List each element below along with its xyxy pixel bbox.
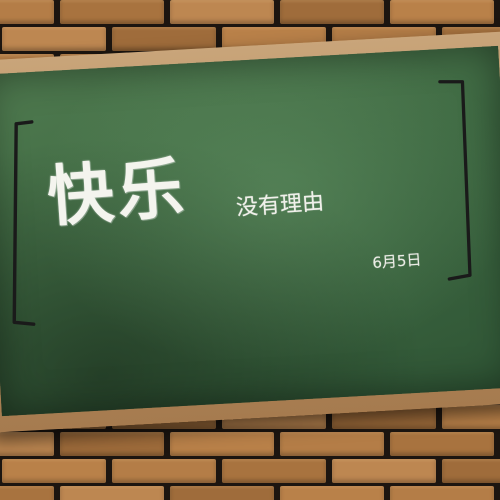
- brick: [170, 432, 274, 456]
- brick: [170, 0, 274, 24]
- brick: [60, 486, 164, 500]
- brick-row: [0, 0, 500, 26]
- brick: [332, 459, 436, 483]
- brick: [60, 432, 164, 456]
- brick-row: [0, 486, 500, 500]
- brick: [0, 486, 54, 500]
- brick-row: [0, 432, 500, 458]
- brick: [390, 0, 494, 24]
- brick: [0, 432, 54, 456]
- brick: [280, 432, 384, 456]
- brick: [0, 0, 54, 24]
- brick: [442, 459, 500, 483]
- brick: [60, 0, 164, 24]
- brick: [170, 486, 274, 500]
- brick: [442, 405, 500, 429]
- brick: [2, 27, 106, 51]
- brick: [280, 0, 384, 24]
- right-bracket-mark: [438, 80, 472, 281]
- brick-row: [0, 459, 500, 485]
- left-bracket-mark: [12, 120, 36, 326]
- brick: [112, 459, 216, 483]
- brick: [280, 486, 384, 500]
- brick: [390, 432, 494, 456]
- brick: [222, 459, 326, 483]
- brick: [390, 486, 494, 500]
- chalk-headline: 快乐: [44, 149, 191, 236]
- chalk-subline: 没有理由: [235, 189, 325, 221]
- brick: [2, 459, 106, 483]
- brick: [112, 27, 216, 51]
- chalk-date: 6月5日: [371, 250, 423, 272]
